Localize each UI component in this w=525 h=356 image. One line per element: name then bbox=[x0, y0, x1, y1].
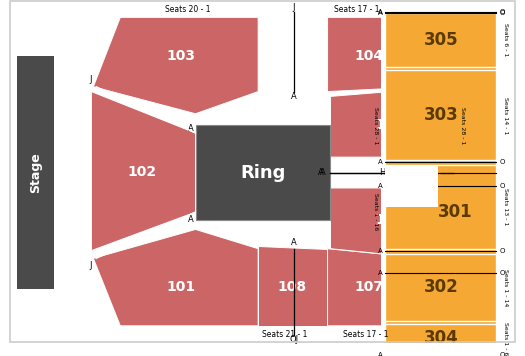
Text: A: A bbox=[188, 124, 194, 133]
Text: A: A bbox=[378, 159, 383, 165]
Text: 302: 302 bbox=[424, 278, 458, 296]
Text: A: A bbox=[378, 270, 383, 276]
Bar bbox=[385, 324, 496, 353]
Text: Seats 28 - 1: Seats 28 - 1 bbox=[460, 107, 465, 144]
Text: Seats 1 - 16: Seats 1 - 16 bbox=[373, 193, 379, 231]
Text: 305: 305 bbox=[424, 41, 458, 59]
Text: A: A bbox=[291, 92, 297, 101]
Text: A: A bbox=[378, 183, 383, 189]
Text: O: O bbox=[499, 183, 505, 189]
Text: 108: 108 bbox=[277, 280, 307, 294]
Polygon shape bbox=[330, 188, 453, 258]
Text: Seats 1 - 6: Seats 1 - 6 bbox=[503, 322, 508, 355]
Text: 105: 105 bbox=[376, 118, 405, 132]
Text: J: J bbox=[292, 3, 295, 12]
Bar bbox=[385, 276, 496, 356]
Text: 301: 301 bbox=[438, 203, 472, 221]
Polygon shape bbox=[91, 91, 195, 251]
Text: 304: 304 bbox=[424, 329, 458, 347]
Polygon shape bbox=[330, 68, 453, 157]
Text: 107: 107 bbox=[354, 280, 384, 294]
Bar bbox=[385, 189, 496, 271]
Polygon shape bbox=[328, 249, 426, 326]
Text: A: A bbox=[378, 248, 383, 253]
Text: 106: 106 bbox=[376, 213, 405, 227]
Text: Seats 1 - 14: Seats 1 - 14 bbox=[503, 268, 508, 306]
Text: J: J bbox=[89, 74, 92, 84]
Bar bbox=[385, 165, 496, 249]
Text: A: A bbox=[320, 168, 325, 177]
Text: 303: 303 bbox=[424, 126, 458, 144]
Text: 104: 104 bbox=[354, 49, 384, 63]
Text: 103: 103 bbox=[166, 49, 195, 63]
Text: O: O bbox=[499, 9, 505, 15]
Bar bbox=[385, 16, 496, 84]
Bar bbox=[195, 125, 330, 220]
Text: Seats 14 - 1: Seats 14 - 1 bbox=[503, 96, 508, 134]
Text: 101: 101 bbox=[166, 280, 196, 294]
Text: J: J bbox=[89, 261, 92, 269]
Bar bbox=[17, 56, 54, 289]
Bar bbox=[385, 165, 438, 207]
Polygon shape bbox=[426, 17, 463, 53]
Bar bbox=[385, 189, 442, 237]
Polygon shape bbox=[258, 246, 328, 326]
Text: Seats 17 - 1: Seats 17 - 1 bbox=[334, 5, 379, 14]
Text: Seats 21 - 1: Seats 21 - 1 bbox=[261, 330, 307, 339]
Text: A: A bbox=[378, 10, 383, 16]
Polygon shape bbox=[93, 17, 258, 114]
Text: A: A bbox=[291, 239, 297, 247]
Text: Seats 13 - 1: Seats 13 - 1 bbox=[503, 188, 508, 225]
Text: OJ: OJ bbox=[289, 335, 298, 344]
Text: Ring: Ring bbox=[240, 163, 286, 182]
Text: 305: 305 bbox=[424, 31, 458, 49]
Text: Seats 20 - 1: Seats 20 - 1 bbox=[165, 5, 211, 14]
Text: O: O bbox=[499, 159, 505, 165]
Text: H: H bbox=[458, 168, 464, 177]
Text: H: H bbox=[380, 168, 386, 177]
Text: 303: 303 bbox=[424, 106, 458, 124]
Bar bbox=[385, 70, 496, 160]
Text: Seats 28 - 1: Seats 28 - 1 bbox=[373, 107, 379, 144]
Bar bbox=[381, 0, 511, 343]
Text: 302: 302 bbox=[424, 324, 458, 341]
Bar bbox=[385, 12, 496, 68]
Bar bbox=[385, 87, 496, 183]
Text: A: A bbox=[378, 352, 383, 356]
Text: Seats 17 - 1: Seats 17 - 1 bbox=[343, 330, 389, 339]
Bar bbox=[385, 253, 496, 321]
Text: Stage: Stage bbox=[29, 152, 42, 193]
Text: O: O bbox=[499, 248, 505, 253]
Polygon shape bbox=[328, 17, 426, 91]
Text: O: O bbox=[499, 352, 505, 356]
Text: 301: 301 bbox=[437, 220, 471, 239]
Text: O: O bbox=[499, 270, 505, 276]
Text: A: A bbox=[318, 168, 324, 177]
Text: Seats 6 - 1: Seats 6 - 1 bbox=[503, 23, 508, 57]
Text: O: O bbox=[499, 10, 505, 16]
Text: A: A bbox=[378, 9, 383, 15]
Polygon shape bbox=[93, 229, 258, 326]
Text: 102: 102 bbox=[128, 164, 157, 179]
Text: A: A bbox=[188, 215, 194, 224]
